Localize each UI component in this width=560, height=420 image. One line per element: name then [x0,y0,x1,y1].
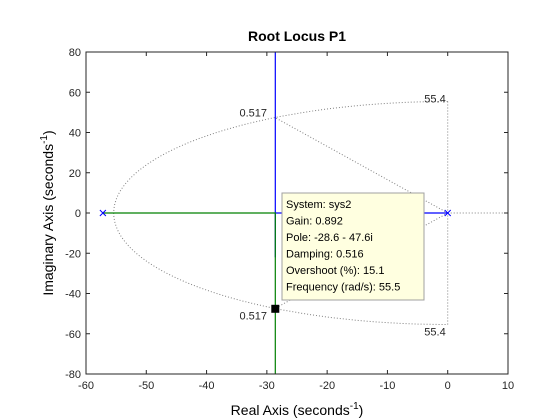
y-tick-label: 40 [69,128,81,140]
y-axis-label-text: Imaginary Axis (seconds [40,144,56,296]
y-axis-label: Imaginary Axis (seconds-1) [39,130,56,295]
datatip: System: sys2 Gain: 0.892 Pole: -28.6 - 47.… [271,192,425,313]
datatip-line: Pole: -28.6 - 47.6i [286,232,373,244]
chart-title: Root Locus P1 [248,28,346,44]
x-tick-label: -30 [259,380,275,392]
damping-label-lower: 0.517 [240,310,268,322]
y-tick-label: 80 [69,47,81,59]
datatip-line: Overshoot (%): 15.1 [286,265,384,277]
datatip-line: System: sys2 [286,199,351,211]
datatip-line: Damping: 0.516 [286,249,364,261]
x-axis-label-suffix: ) [359,402,364,418]
y-tick-label: 0 [75,208,81,220]
x-tick-label: -50 [138,380,154,392]
y-tick-label: -80 [65,369,81,381]
datatip-marker [271,304,280,313]
damping-label-upper: 0.517 [240,108,268,120]
x-axis-label-text: Real Axis (seconds [231,402,350,418]
frequency-label-upper: 55.4 [424,94,445,106]
datatip-line: Gain: 0.892 [286,216,343,228]
x-tick-label: -10 [379,380,395,392]
y-tick-label: 60 [69,87,81,99]
pole-x-marker [444,209,452,217]
open-loop-poles [99,209,452,217]
x-tick-label: 0 [445,380,451,392]
x-axis-label: Real Axis (seconds-1) [231,401,364,418]
pole-x-marker [99,209,107,217]
locus-branch-blue [274,52,448,214]
y-tick-label: -60 [65,329,81,341]
datatip-box [281,192,425,301]
x-tick-label: -40 [199,380,215,392]
y-tick-label: -40 [65,289,81,301]
axis-ticks: -60 -50 -40 -30 -20 -10 0 10-80-60-40-200204060… [65,47,514,392]
y-axis-label-suffix: ) [40,130,56,135]
locus-branch-green [102,212,276,374]
x-tick-label: -20 [319,380,335,392]
x-axis-label-exponent: -1 [350,401,359,412]
datatip-line: Frequency (rad/s): 55.5 [286,282,400,294]
x-tick-label: 10 [502,380,514,392]
y-tick-label: 20 [69,168,81,180]
y-tick-label: -20 [65,248,81,260]
frequency-label-lower: 55.4 [424,326,445,338]
y-axis-label-exponent: -1 [39,135,50,144]
x-tick-label: -60 [78,380,94,392]
